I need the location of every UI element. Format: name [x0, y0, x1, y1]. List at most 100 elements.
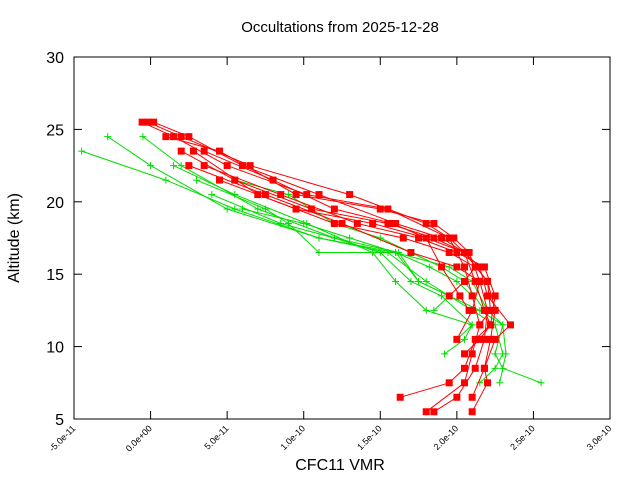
data-point-square — [330, 205, 338, 213]
data-point-square — [346, 191, 354, 199]
data-point-square — [445, 234, 453, 242]
data-point-square — [487, 306, 495, 314]
y-tick-label: 30 — [46, 50, 64, 67]
data-point-square — [396, 393, 404, 401]
data-point-plus — [346, 234, 354, 242]
data-point-square — [445, 379, 453, 387]
data-point-plus — [496, 379, 504, 387]
data-point-square — [307, 205, 315, 213]
data-point-plus — [162, 176, 170, 184]
data-point-plus — [139, 133, 147, 141]
data-point-square — [491, 292, 499, 300]
data-point-square — [170, 133, 178, 141]
data-point-square — [468, 350, 476, 358]
data-point-plus — [284, 191, 292, 199]
data-point-plus — [430, 306, 438, 314]
data-point-square — [450, 234, 458, 242]
data-point-square — [480, 263, 488, 271]
data-point-plus — [170, 162, 178, 170]
chart-title: Occultations from 2025-12-28 — [241, 19, 439, 36]
data-point-plus — [104, 133, 112, 141]
data-point-plus — [461, 335, 469, 343]
series-line — [234, 179, 485, 311]
data-point-plus — [422, 277, 430, 285]
data-point-plus — [208, 191, 216, 199]
data-point-square — [223, 162, 231, 170]
data-point-plus — [147, 162, 155, 170]
data-point-square — [384, 220, 392, 228]
data-point-square — [453, 248, 461, 256]
data-point-square — [453, 263, 461, 271]
data-point-square — [238, 162, 246, 170]
data-point-square — [453, 393, 461, 401]
data-point-square — [353, 220, 361, 228]
data-point-square — [261, 191, 269, 199]
series-line — [188, 165, 481, 340]
data-point-square — [487, 321, 495, 329]
data-point-plus — [468, 321, 476, 329]
data-point-plus — [441, 350, 449, 358]
data-point-plus — [330, 234, 338, 242]
data-point-square — [200, 162, 208, 170]
data-point-square — [461, 379, 469, 387]
data-point-plus — [238, 205, 246, 213]
data-point-plus — [499, 321, 507, 329]
data-point-square — [254, 191, 262, 199]
data-point-plus — [392, 248, 400, 256]
data-point-square — [177, 133, 185, 141]
data-point-square — [376, 205, 384, 213]
data-point-plus — [193, 176, 201, 184]
data-point-square — [476, 263, 484, 271]
data-point-square — [189, 147, 197, 155]
data-point-square — [438, 263, 446, 271]
series-line — [204, 150, 470, 311]
data-point-plus — [261, 205, 269, 213]
data-point-square — [215, 147, 223, 155]
y-tick-label: 25 — [46, 122, 64, 139]
data-point-square — [430, 234, 438, 242]
data-point-square — [476, 335, 484, 343]
y-tick-label: 20 — [46, 195, 64, 212]
data-point-square — [303, 191, 311, 199]
data-point-square — [338, 220, 346, 228]
data-point-square — [468, 408, 476, 416]
data-point-square — [461, 248, 469, 256]
y-axis-title: Altitude (km) — [6, 193, 23, 283]
data-point-square — [138, 118, 146, 126]
data-point-plus — [453, 277, 461, 285]
data-point-square — [476, 321, 484, 329]
data-point-plus — [277, 220, 285, 228]
series-line — [196, 179, 451, 311]
data-point-square — [315, 191, 323, 199]
data-point-square — [461, 350, 469, 358]
data-point-square — [415, 234, 423, 242]
data-point-plus — [376, 234, 384, 242]
data-point-square — [468, 292, 476, 300]
data-point-square — [389, 220, 397, 228]
data-point-plus — [231, 191, 239, 199]
data-point-square — [399, 234, 407, 242]
data-point-square — [144, 118, 152, 126]
data-point-square — [422, 234, 430, 242]
data-point-square — [487, 335, 495, 343]
data-point-plus — [78, 147, 86, 155]
data-point-square — [162, 133, 170, 141]
y-tick-label: 15 — [46, 267, 64, 284]
data-point-plus — [476, 379, 484, 387]
data-point-square — [461, 263, 469, 271]
data-point-square — [438, 234, 446, 242]
x-axis-title: CFC11 VMR — [295, 457, 385, 474]
data-point-square — [445, 292, 453, 300]
data-point-square — [246, 162, 254, 170]
data-point-square — [471, 277, 479, 285]
data-point-plus — [254, 205, 262, 213]
data-point-plus — [537, 379, 545, 387]
data-point-square — [430, 220, 438, 228]
data-point-square — [506, 321, 514, 329]
data-point-square — [330, 220, 338, 228]
data-point-square — [277, 191, 285, 199]
data-point-plus — [407, 277, 415, 285]
data-point-square — [384, 205, 392, 213]
data-point-square — [407, 248, 415, 256]
data-point-square — [483, 277, 491, 285]
